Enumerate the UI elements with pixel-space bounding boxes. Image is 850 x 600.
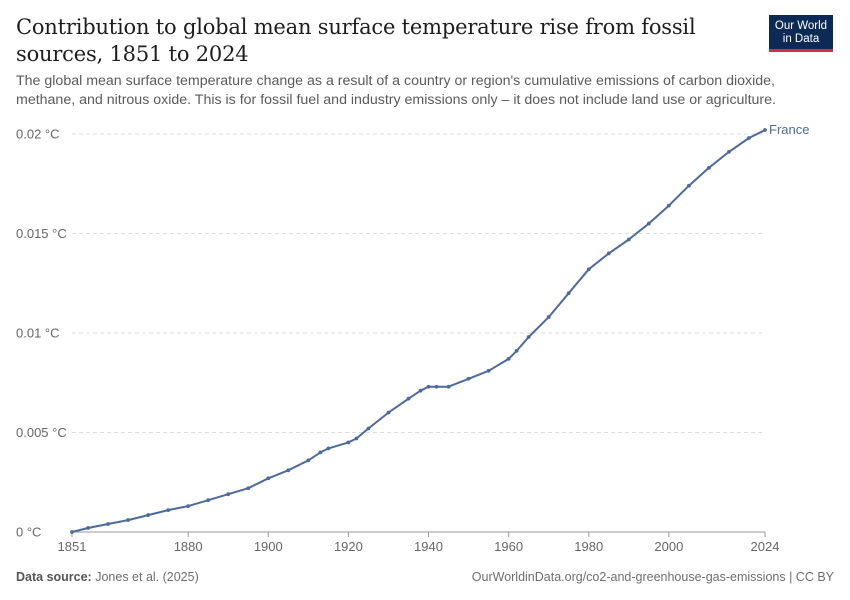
data-point [686,183,691,188]
data-point [626,237,631,242]
data-point [166,508,171,513]
x-tick-label: 2024 [751,539,780,554]
data-point [506,356,511,361]
series-label-france: France [769,122,809,137]
data-point [286,468,291,473]
source-url[interactable]: OurWorldinData.org/co2-and-greenhouse-ga… [471,570,834,584]
data-point [666,203,671,208]
data-point [586,267,591,272]
x-tick-label: 1900 [254,539,283,554]
data-point [406,396,411,401]
data-point [727,150,731,154]
data-point [318,450,323,455]
data-point [707,165,711,170]
y-tick-label: 0.005 °C [16,425,67,440]
data-point [646,221,651,226]
logo-line-1: Our World [774,20,828,32]
data-point [466,376,471,381]
data-source-label: Data source: [16,570,92,584]
owid-logo[interactable]: Our World in Data [769,15,833,52]
series-line-france [71,129,766,533]
x-tick-label: 1940 [414,539,443,554]
data-point [186,504,191,509]
data-point [566,291,571,296]
data-point [146,513,151,517]
data-point [606,251,611,256]
data-point [346,440,351,445]
x-tick-label: 1980 [574,539,603,554]
data-point [70,530,74,534]
data-point [126,518,130,522]
data-point [418,388,423,393]
y-tick-label: 0 °C [16,525,41,540]
y-tick-label: 0.01 °C [16,326,60,341]
data-point [246,486,251,491]
data-point [763,128,767,132]
data-point [354,436,359,441]
x-tick-label: 2000 [654,539,683,554]
data-point [526,335,531,339]
data-point [514,349,519,353]
data-point [486,368,491,373]
chart-title: Contribution to global mean surface temp… [16,15,696,66]
data-point [226,492,231,497]
data-point [366,426,371,431]
data-source-value: Jones et al. (2025) [95,570,199,584]
x-tick-label: 1960 [494,539,523,554]
data-point [86,526,90,530]
x-tick-label: 1920 [334,539,363,554]
data-point [266,476,271,481]
chart-subtitle: The global mean surface temperature chan… [16,73,776,108]
y-tick-label: 0.02 °C [16,127,60,142]
data-point [326,446,331,451]
data-point [386,410,391,415]
data-point [434,384,439,389]
x-tick-label: 1851 [58,539,87,554]
data-point [426,384,431,389]
data-source: Data source: Jones et al. (2025) [16,570,199,584]
data-point [306,458,311,463]
y-tick-label: 0.015 °C [16,226,67,241]
data-point [747,136,751,140]
data-point [106,522,110,526]
data-point [206,498,211,503]
data-point [546,315,551,319]
data-point [446,384,451,389]
logo-line-2: in Data [782,33,820,45]
x-tick-label: 1880 [174,539,203,554]
